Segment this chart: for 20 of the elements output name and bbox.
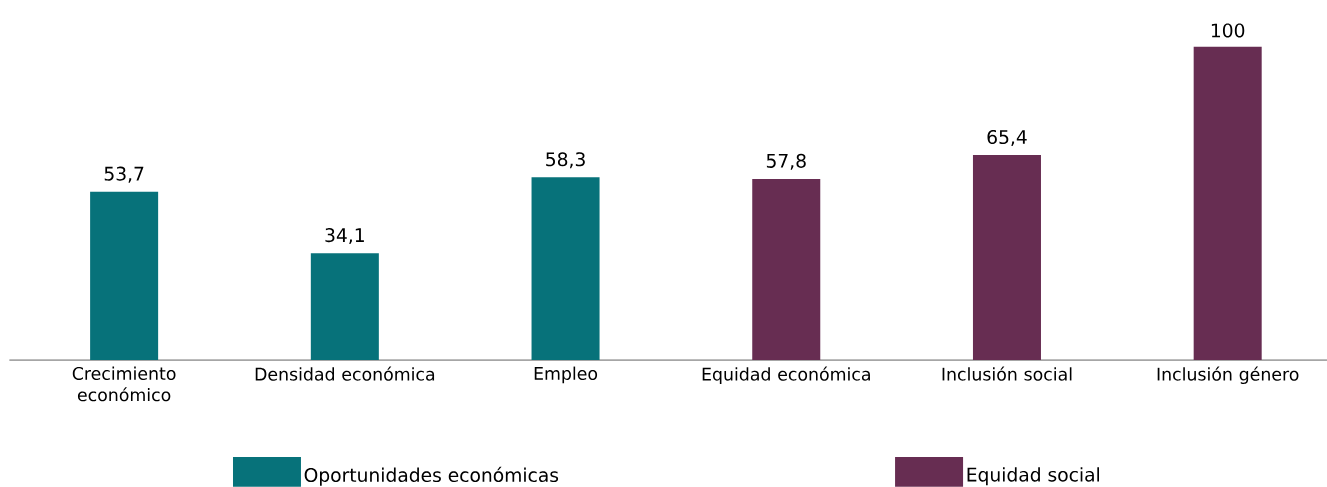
bar	[310, 253, 379, 361]
x-tick-label: Inclusión género	[1157, 366, 1299, 385]
x-tick-label: Crecimiento económico	[72, 366, 176, 402]
data-label: 65,4	[987, 130, 1027, 147]
data-label: 53,7	[104, 166, 144, 183]
legend-label: Equidad social	[967, 467, 1099, 486]
bar	[972, 155, 1041, 361]
x-tick-label: Empleo	[534, 366, 598, 384]
x-tick-label: Inclusión social	[942, 366, 1072, 381]
x-tick-label: Densidad económica	[255, 366, 435, 381]
bar	[1193, 46, 1262, 361]
data-label: 58,3	[546, 152, 585, 169]
bar	[531, 177, 600, 361]
data-label: 57,8	[766, 153, 806, 170]
data-label: 34,1	[325, 228, 364, 245]
data-label: 100	[1211, 23, 1245, 38]
bar	[90, 191, 159, 361]
legend-label: Oportunidades económicas	[304, 466, 559, 486]
bar	[752, 179, 821, 361]
x-tick-label: Equidad económica	[702, 366, 870, 385]
